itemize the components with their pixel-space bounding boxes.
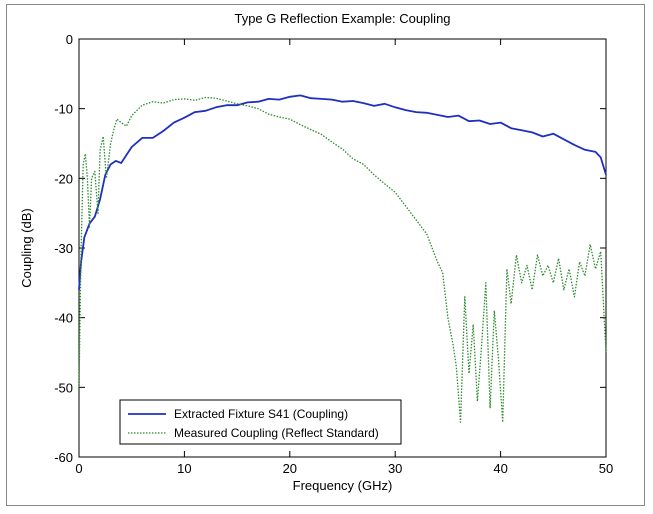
x-tick-label: 50	[599, 461, 613, 476]
series-line-2	[78, 96, 607, 423]
y-axis-label: Coupling (dB)	[19, 208, 34, 288]
x-tick-label: 20	[283, 461, 297, 476]
legend-box	[119, 399, 402, 445]
y-tick-label: -10	[54, 102, 73, 117]
x-tick-label: 0	[75, 461, 82, 476]
x-tick-label: 30	[388, 461, 402, 476]
series-layer	[78, 94, 607, 423]
x-tick-label: 40	[493, 461, 507, 476]
chart-title: Type G Reflection Example: Coupling	[234, 11, 450, 26]
legend-label-2: Measured Coupling (Reflect Standard)	[174, 426, 379, 440]
y-tick-label: -20	[54, 171, 73, 186]
y-tick-label: 0	[66, 32, 73, 47]
y-tick-label: -60	[54, 450, 73, 465]
legend-label-1: Extracted Fixture S41 (Coupling)	[174, 407, 348, 421]
x-tick-label: 10	[177, 461, 191, 476]
axis-ticks: 0 10 20 30 40 50 0 -10 -20 -30 -40 -50 -60	[54, 32, 613, 476]
y-tick-label: -30	[54, 241, 73, 256]
series-line-1	[78, 94, 607, 290]
y-tick-label: -50	[54, 380, 73, 395]
chart-svg: Type G Reflection Example: Coupling 0 10 2…	[19, 11, 613, 493]
legend: Extracted Fixture S41 (Coupling) Measured…	[119, 399, 402, 445]
y-tick-label: -40	[54, 311, 73, 326]
x-axis-label: Frequency (GHz)	[293, 478, 393, 493]
figure-frame: Type G Reflection Example: Coupling 0 10 2…	[6, 4, 645, 506]
